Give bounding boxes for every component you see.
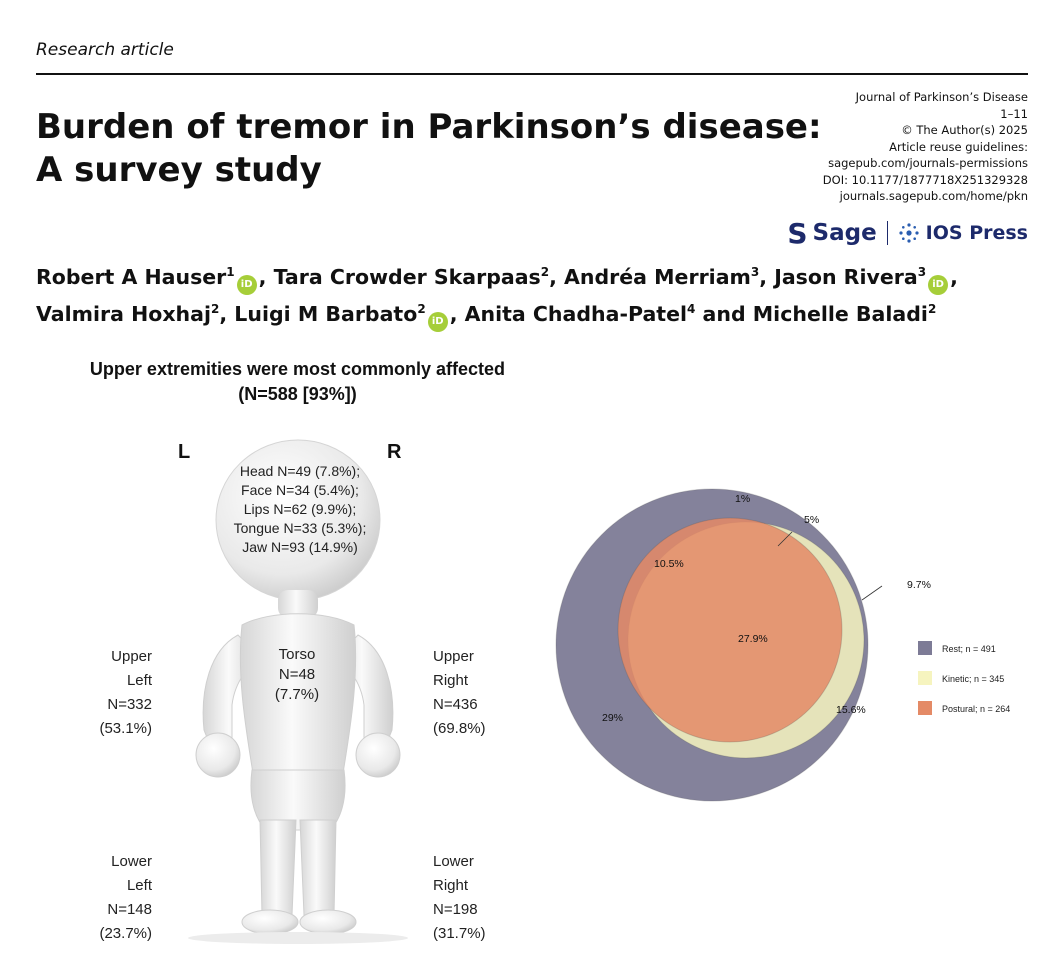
head-label-line: Tongue N=33 (5.3%); (233, 520, 367, 536)
author-name: Tara Crowder Skarpaas (273, 264, 541, 289)
figure-title-line-2: (N=588 [93%]) (238, 384, 357, 404)
label-line: (53.1%) (99, 720, 152, 737)
journal-homepage[interactable]: journals.sagepub.com/home/pkn (839, 189, 1028, 203)
label-line: Lower (111, 853, 152, 870)
head-label-line: Lips N=62 (9.9%); (243, 501, 357, 517)
affiliation-marker: 2 (211, 301, 220, 316)
torso-line: N=48 (278, 666, 316, 683)
label-line: Lower (433, 853, 474, 870)
figure-title: Upper extremities were most commonly aff… (20, 357, 575, 407)
label-line: (69.8%) (433, 720, 486, 737)
ios-press-logo: IOS Press (898, 222, 1028, 244)
article-title: Burden of tremor in Parkinson’s disease:… (36, 106, 822, 192)
label-line: N=436 (433, 696, 478, 713)
sage-logo: S Sage (787, 217, 876, 250)
title-line-1: Burden of tremor in Parkinson’s disease: (36, 107, 822, 147)
affiliation-marker: 2 (540, 265, 550, 279)
author-name: Michelle Baladi (752, 301, 928, 326)
label-line: N=332 (107, 696, 152, 713)
legend-label: Postural; n = 264 (942, 704, 1010, 714)
orcid-icon[interactable]: iD (427, 311, 448, 332)
author-name: Jason Rivera (774, 264, 918, 289)
journal-name: Journal of Parkinson’s Disease (855, 90, 1028, 104)
venn-region-label: 9.7% (907, 579, 931, 591)
venn-leader-line (777, 531, 793, 547)
ios-press-label: IOS Press (925, 222, 1028, 244)
title-line-2: A survey study (36, 150, 322, 190)
venn-region-label: 29% (602, 712, 623, 724)
copyright: © The Author(s) 2025 (901, 123, 1028, 137)
torso-label: Torso N=48 (7.7%) (262, 645, 332, 705)
right-side-label: R (387, 441, 402, 463)
label-line: Left (126, 672, 152, 689)
author-name: Andréa Merriam (564, 264, 751, 289)
legend-label: Rest; n = 491 (942, 644, 996, 654)
logo-divider (886, 221, 888, 245)
upper-right-label: Upper Right N=436 (69.8%) (433, 645, 523, 741)
label-line: Upper (433, 648, 474, 665)
affiliation-marker: 2 (927, 301, 937, 316)
affiliation-marker: 1 (226, 265, 235, 279)
affiliation-marker: 2 (417, 301, 426, 316)
label-line: Left (126, 877, 152, 894)
label-line: Upper (111, 648, 152, 665)
legend-swatch (918, 641, 932, 655)
head-label-line: Face N=34 (5.4%); (241, 482, 359, 498)
reuse-label: Article reuse guidelines: (889, 139, 1028, 154)
label-line: Right (433, 877, 469, 894)
torso-line: (7.7%) (274, 686, 320, 703)
author-name: Luigi M Barbato (234, 301, 418, 326)
reuse-link[interactable]: sagepub.com/journals-permissions (828, 156, 1028, 170)
head-label-line: Jaw N=93 (14.9%) (242, 539, 358, 555)
affiliation-marker: 3 (750, 265, 760, 279)
lower-left-label: Lower Left N=148 (23.7%) (70, 850, 152, 946)
head-label-line: Head N=49 (7.8%); (239, 463, 361, 479)
label-line: (23.7%) (99, 925, 152, 942)
label-line: N=198 (433, 901, 478, 918)
orcid-icon[interactable]: iD (236, 274, 257, 295)
header-rule (36, 73, 1028, 75)
left-side-label: L (178, 441, 191, 463)
figure-title-line-1: Upper extremities were most commonly aff… (89, 359, 506, 379)
torso-line: Torso (278, 646, 316, 663)
legend-swatch (918, 701, 932, 715)
legend-swatch (918, 671, 932, 685)
page-range: 1–11 (1000, 106, 1028, 121)
label-line: Right (433, 672, 469, 689)
venn-region-label: 1% (735, 493, 750, 505)
author-list: Robert A Hauser1iD, Tara Crowder Skarpaa… (36, 258, 1036, 332)
doi[interactable]: DOI: 10.1177/1877718X251329328 (822, 172, 1028, 187)
label-line: (31.7%) (433, 925, 486, 942)
upper-left-label: Upper Left N=332 (53.1%) (70, 645, 152, 741)
head-region-labels: Head N=49 (7.8%); Face N=34 (5.4%); Lips… (205, 462, 395, 557)
publisher-logos: S Sage IOS Press (787, 217, 1028, 250)
author-name: Robert A Hauser (36, 264, 227, 289)
venn-region-label: 5% (804, 514, 819, 526)
ios-dots-icon (899, 223, 919, 243)
lower-right-label: Lower Right N=198 (31.7%) (433, 850, 523, 946)
journal-meta: Journal of Parkinson’s Disease 1–11 © Th… (823, 89, 1028, 205)
legend-label: Kinetic; n = 345 (942, 674, 1004, 684)
label-line: N=148 (107, 901, 152, 918)
orcid-icon[interactable]: iD (928, 274, 949, 295)
author-name: Anita Chadha-Patel (464, 301, 688, 326)
venn-region-label: 10.5% (654, 558, 684, 570)
venn-circle (617, 517, 843, 743)
venn-region-label: 15.6% (836, 704, 866, 716)
sage-label: Sage (812, 220, 877, 246)
venn-leader-line (861, 585, 883, 601)
article-type: Research article (36, 40, 174, 60)
affiliation-marker: 3 (917, 265, 927, 279)
sage-s-icon: S (787, 216, 808, 250)
venn-region-label: 27.9% (738, 633, 768, 645)
author-name: Valmira Hoxhaj (36, 301, 211, 326)
body-figure-illustration (188, 439, 408, 944)
affiliation-marker: 4 (687, 301, 696, 316)
venn-diagram: 1% 5% 9.7% 10.5% 27.9% 15.6% 29% Rest; n = 491 K… (555, 488, 1010, 802)
